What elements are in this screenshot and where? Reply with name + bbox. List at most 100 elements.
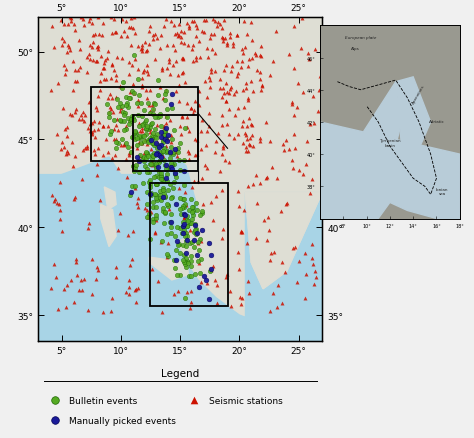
Point [245,290,253,297]
Point [118,55,126,62]
Point [193,207,201,214]
Point [147,192,155,199]
Point [156,111,164,118]
Point [216,85,223,92]
Point [182,238,190,245]
Point [157,134,165,141]
Point [185,128,193,135]
Point [195,284,202,291]
Point [124,104,132,111]
Point [139,180,146,187]
Point [62,71,69,78]
Point [206,35,214,42]
Point [151,114,159,121]
Point [175,22,183,29]
Point [120,142,128,149]
Point [132,130,139,137]
Point [145,169,153,176]
Point [166,219,173,226]
Point [248,38,255,45]
Point [119,110,127,117]
Point [240,208,248,215]
Point [238,124,246,131]
Point [108,62,116,69]
Point [219,34,226,41]
Point [146,42,153,49]
Point [69,58,76,65]
Point [224,271,231,278]
Point [272,29,280,36]
Point [107,128,115,135]
Point [157,197,165,204]
Point [146,124,154,131]
Point [139,70,146,77]
Point [95,120,103,127]
Point [315,88,322,95]
Point [72,153,79,160]
Point [168,105,176,112]
Point [176,123,183,130]
Point [223,42,231,49]
Point [86,42,93,49]
Point [160,190,167,197]
Point [158,176,166,183]
Point [170,149,177,156]
Point [204,55,212,62]
Point [128,62,135,69]
Point [197,129,205,136]
Point [144,140,152,147]
Point [130,14,138,21]
Point [170,291,178,298]
Point [160,124,167,131]
Point [175,241,182,248]
Point [97,53,104,60]
Point [138,48,146,55]
Point [71,22,78,29]
Point [187,263,194,270]
Point [141,138,148,145]
Point [177,211,184,218]
Point [238,295,246,302]
Point [159,132,166,139]
Point [93,59,101,66]
Point [89,58,97,65]
Point [128,42,135,49]
Point [144,137,152,144]
Point [207,267,215,274]
Point [88,44,96,51]
Point [58,42,66,49]
Point [107,76,115,83]
Point [72,28,79,35]
Point [60,144,68,151]
Point [180,259,188,266]
Point [183,223,191,230]
Point [125,71,133,78]
Point [106,131,114,138]
Point [161,210,169,217]
Point [244,97,252,104]
Point [152,135,160,142]
Point [143,141,151,148]
Point [118,103,126,110]
Point [253,200,261,207]
Point [149,219,157,226]
Point [141,162,149,170]
Point [163,125,170,132]
Point [180,215,188,223]
Point [93,172,101,179]
Point [118,136,126,143]
Point [263,237,271,244]
Point [193,25,201,32]
Point [165,59,173,66]
Point [86,121,93,128]
Point [166,155,174,162]
Point [178,55,186,62]
Point [149,131,156,138]
Point [83,54,91,61]
Point [129,228,137,235]
Point [96,197,103,204]
Point [162,193,169,200]
Point [153,139,161,146]
Point [194,240,201,247]
Point [172,170,179,177]
